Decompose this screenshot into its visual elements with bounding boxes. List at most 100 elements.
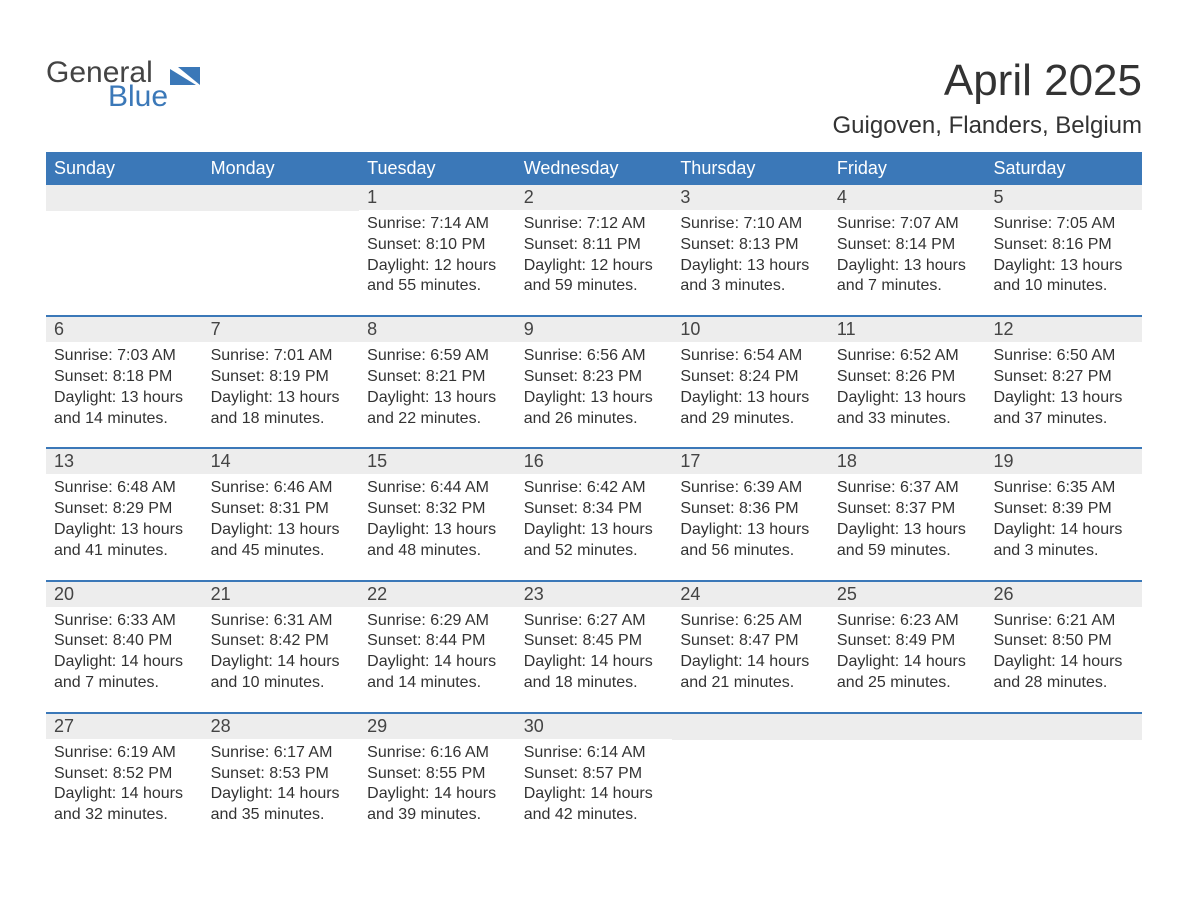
day-body: Sunrise: 6:23 AMSunset: 8:49 PMDaylight:… (829, 607, 986, 694)
day-line: Sunset: 8:37 PM (837, 499, 978, 520)
day-cell: 24Sunrise: 6:25 AMSunset: 8:47 PMDayligh… (672, 582, 829, 712)
day-line: Sunrise: 6:23 AM (837, 611, 978, 632)
day-line: Daylight: 14 hours (367, 652, 508, 673)
day-body: Sunrise: 6:21 AMSunset: 8:50 PMDaylight:… (985, 607, 1142, 694)
week-row: 13Sunrise: 6:48 AMSunset: 8:29 PMDayligh… (46, 447, 1142, 579)
day-body (829, 740, 986, 744)
day-line: and 29 minutes. (680, 409, 821, 430)
day-line: Daylight: 12 hours (367, 256, 508, 277)
day-body: Sunrise: 6:37 AMSunset: 8:37 PMDaylight:… (829, 474, 986, 561)
day-body: Sunrise: 6:29 AMSunset: 8:44 PMDaylight:… (359, 607, 516, 694)
day-number: 11 (829, 317, 986, 342)
day-cell: 27Sunrise: 6:19 AMSunset: 8:52 PMDayligh… (46, 714, 203, 844)
day-line: Sunrise: 6:59 AM (367, 346, 508, 367)
day-number: 22 (359, 582, 516, 607)
day-number: 28 (203, 714, 360, 739)
day-line: Sunset: 8:44 PM (367, 631, 508, 652)
day-line: Sunset: 8:36 PM (680, 499, 821, 520)
day-cell (46, 185, 203, 315)
day-line: and 48 minutes. (367, 541, 508, 562)
day-cell: 15Sunrise: 6:44 AMSunset: 8:32 PMDayligh… (359, 449, 516, 579)
day-number: 7 (203, 317, 360, 342)
day-line: and 7 minutes. (837, 276, 978, 297)
brand-blue: Blue (108, 82, 168, 112)
day-body: Sunrise: 6:33 AMSunset: 8:40 PMDaylight:… (46, 607, 203, 694)
day-line: Sunrise: 7:12 AM (524, 214, 665, 235)
day-line: Sunrise: 6:31 AM (211, 611, 352, 632)
day-cell: 9Sunrise: 6:56 AMSunset: 8:23 PMDaylight… (516, 317, 673, 447)
day-line: Sunrise: 7:10 AM (680, 214, 821, 235)
day-body: Sunrise: 6:31 AMSunset: 8:42 PMDaylight:… (203, 607, 360, 694)
day-header: Thursday (672, 152, 829, 185)
day-line: Daylight: 12 hours (524, 256, 665, 277)
day-line: Sunset: 8:18 PM (54, 367, 195, 388)
day-body: Sunrise: 7:14 AMSunset: 8:10 PMDaylight:… (359, 210, 516, 297)
day-line: Sunset: 8:14 PM (837, 235, 978, 256)
day-body: Sunrise: 6:14 AMSunset: 8:57 PMDaylight:… (516, 739, 673, 826)
day-body: Sunrise: 6:52 AMSunset: 8:26 PMDaylight:… (829, 342, 986, 429)
day-line: Daylight: 14 hours (993, 652, 1134, 673)
day-body: Sunrise: 6:25 AMSunset: 8:47 PMDaylight:… (672, 607, 829, 694)
day-cell (985, 714, 1142, 844)
day-line: and 26 minutes. (524, 409, 665, 430)
day-line: and 7 minutes. (54, 673, 195, 694)
day-cell: 12Sunrise: 6:50 AMSunset: 8:27 PMDayligh… (985, 317, 1142, 447)
day-header-row: Sunday Monday Tuesday Wednesday Thursday… (46, 152, 1142, 185)
day-line: and 25 minutes. (837, 673, 978, 694)
day-line: Sunrise: 6:54 AM (680, 346, 821, 367)
day-number: 19 (985, 449, 1142, 474)
day-cell (203, 185, 360, 315)
day-line: Daylight: 14 hours (837, 652, 978, 673)
brand-logo: General Blue (46, 58, 204, 112)
day-number: 30 (516, 714, 673, 739)
day-line: and 22 minutes. (367, 409, 508, 430)
day-line: Sunrise: 6:17 AM (211, 743, 352, 764)
day-line: Daylight: 14 hours (211, 652, 352, 673)
day-line: Sunset: 8:27 PM (993, 367, 1134, 388)
week-row: 20Sunrise: 6:33 AMSunset: 8:40 PMDayligh… (46, 580, 1142, 712)
day-line: Sunset: 8:55 PM (367, 764, 508, 785)
day-number: 20 (46, 582, 203, 607)
day-number: 29 (359, 714, 516, 739)
day-line: Daylight: 14 hours (680, 652, 821, 673)
day-line: and 52 minutes. (524, 541, 665, 562)
day-line: and 37 minutes. (993, 409, 1134, 430)
day-cell: 3Sunrise: 7:10 AMSunset: 8:13 PMDaylight… (672, 185, 829, 315)
day-line: Daylight: 13 hours (837, 520, 978, 541)
day-cell: 14Sunrise: 6:46 AMSunset: 8:31 PMDayligh… (203, 449, 360, 579)
day-line: and 21 minutes. (680, 673, 821, 694)
day-cell: 28Sunrise: 6:17 AMSunset: 8:53 PMDayligh… (203, 714, 360, 844)
day-body: Sunrise: 6:54 AMSunset: 8:24 PMDaylight:… (672, 342, 829, 429)
day-line: Sunset: 8:57 PM (524, 764, 665, 785)
day-line: and 45 minutes. (211, 541, 352, 562)
day-line: Sunset: 8:11 PM (524, 235, 665, 256)
day-line: Daylight: 14 hours (524, 652, 665, 673)
day-line: and 56 minutes. (680, 541, 821, 562)
day-cell: 17Sunrise: 6:39 AMSunset: 8:36 PMDayligh… (672, 449, 829, 579)
day-number: 1 (359, 185, 516, 210)
day-cell: 8Sunrise: 6:59 AMSunset: 8:21 PMDaylight… (359, 317, 516, 447)
day-body: Sunrise: 6:35 AMSunset: 8:39 PMDaylight:… (985, 474, 1142, 561)
day-number (829, 714, 986, 740)
brand-mark-icon (170, 63, 204, 90)
day-line: Sunrise: 7:14 AM (367, 214, 508, 235)
week-row: 1Sunrise: 7:14 AMSunset: 8:10 PMDaylight… (46, 185, 1142, 315)
day-cell: 29Sunrise: 6:16 AMSunset: 8:55 PMDayligh… (359, 714, 516, 844)
day-line: and 32 minutes. (54, 805, 195, 826)
day-number: 16 (516, 449, 673, 474)
day-cell: 22Sunrise: 6:29 AMSunset: 8:44 PMDayligh… (359, 582, 516, 712)
day-line: Sunrise: 7:03 AM (54, 346, 195, 367)
calendar: Sunday Monday Tuesday Wednesday Thursday… (46, 152, 1142, 844)
day-body: Sunrise: 6:27 AMSunset: 8:45 PMDaylight:… (516, 607, 673, 694)
day-body: Sunrise: 6:56 AMSunset: 8:23 PMDaylight:… (516, 342, 673, 429)
day-number: 2 (516, 185, 673, 210)
day-header: Saturday (985, 152, 1142, 185)
brand-text: General Blue (46, 58, 168, 112)
day-line: Sunrise: 7:07 AM (837, 214, 978, 235)
day-line: Sunset: 8:53 PM (211, 764, 352, 785)
day-line: and 59 minutes. (524, 276, 665, 297)
day-line: Daylight: 13 hours (211, 520, 352, 541)
day-line: Daylight: 14 hours (367, 784, 508, 805)
location-subtitle: Guigoven, Flanders, Belgium (833, 112, 1143, 140)
day-number: 18 (829, 449, 986, 474)
